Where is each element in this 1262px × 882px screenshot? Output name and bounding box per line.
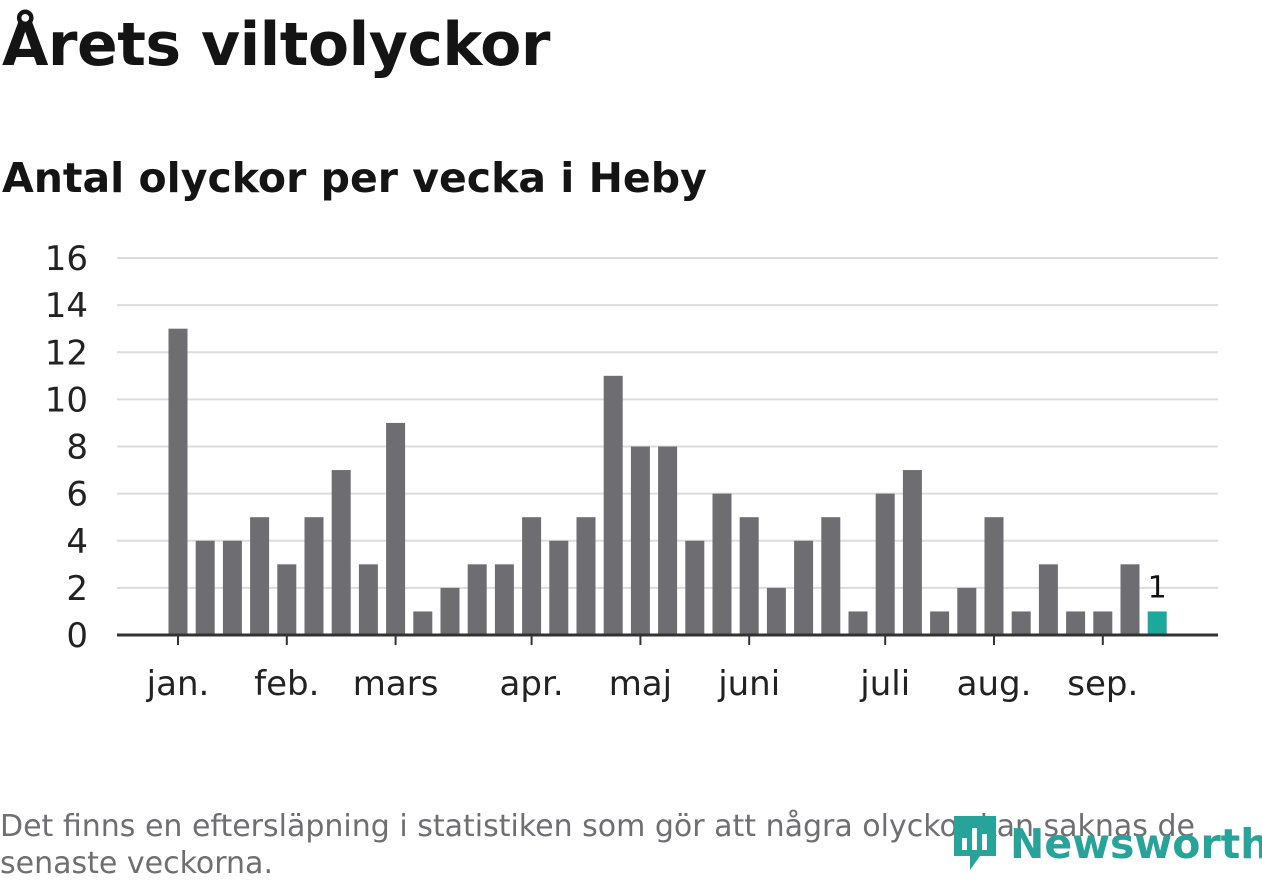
- bar: [875, 493, 895, 635]
- bar: [440, 587, 460, 635]
- bar: [549, 540, 569, 635]
- bar: [467, 564, 487, 635]
- bar: [685, 540, 705, 635]
- bar: [957, 587, 977, 635]
- bar: [794, 540, 814, 635]
- data-label-highlight: 1: [1148, 570, 1167, 605]
- y-tick-label: 6: [66, 475, 88, 515]
- bar: [848, 611, 868, 635]
- y-tick-label: 8: [66, 428, 88, 468]
- newsworthy-logo: Newsworthy: [950, 812, 1262, 876]
- bar: [766, 587, 786, 635]
- x-tick-label: aug.: [957, 664, 1032, 704]
- chart-title: Årets viltolyckor: [2, 10, 551, 80]
- bar: [331, 470, 351, 635]
- chart-subtitle: Antal olyckor per vecka i Heby: [2, 154, 707, 202]
- bar: [413, 611, 433, 635]
- bar: [712, 493, 732, 635]
- bar: [195, 540, 215, 635]
- x-tick-label: apr.: [500, 664, 564, 704]
- bar: [222, 540, 242, 635]
- bar: [739, 517, 759, 635]
- bar-chart: 0 2 4 6 8 10 12 14 16 jan. feb. mars apr. maj juni jul…: [45, 239, 1218, 704]
- data-labels: 1: [1148, 570, 1167, 605]
- y-tick-label: 12: [45, 333, 88, 373]
- y-tick-label: 2: [66, 569, 88, 609]
- y-tick-label: 0: [66, 616, 88, 656]
- bar: [658, 446, 678, 635]
- x-axis-ticks: jan. feb. mars apr. maj juni juli aug. sep.: [146, 635, 1138, 704]
- x-tick-label: mars: [353, 664, 439, 704]
- bar: [522, 517, 542, 635]
- bar: [1011, 611, 1031, 635]
- bar: [277, 564, 297, 635]
- bar: [603, 375, 623, 635]
- bar: [494, 564, 514, 635]
- y-tick-label: 14: [45, 286, 88, 326]
- bar: [821, 517, 841, 635]
- bar: [168, 328, 188, 635]
- bar: [250, 517, 270, 635]
- y-tick-label: 10: [45, 380, 88, 420]
- bar: [1093, 611, 1113, 635]
- newsworthy-logo-icon: [954, 816, 996, 870]
- x-tick-label: juni: [717, 664, 780, 704]
- bar: [304, 517, 324, 635]
- bar: [930, 611, 950, 635]
- bar-highlight: [1147, 611, 1167, 635]
- bar: [902, 470, 922, 635]
- bar: [576, 517, 596, 635]
- y-axis-ticks: 0 2 4 6 8 10 12 14 16: [45, 239, 88, 656]
- bar: [1038, 564, 1058, 635]
- bars: [168, 328, 1167, 635]
- bar: [386, 422, 406, 635]
- bar: [630, 446, 650, 635]
- bar: [984, 517, 1004, 635]
- bar: [358, 564, 378, 635]
- x-tick-label: feb.: [254, 664, 319, 704]
- y-tick-label: 4: [66, 522, 88, 562]
- x-tick-label: sep.: [1067, 664, 1138, 704]
- x-tick-label: maj: [609, 664, 672, 704]
- bar: [1066, 611, 1086, 635]
- bar: [1120, 564, 1140, 635]
- y-tick-label: 16: [45, 239, 88, 279]
- logo-text: Newsworthy: [1010, 820, 1262, 868]
- x-tick-label: jan.: [146, 664, 210, 704]
- x-tick-label: juli: [859, 664, 910, 704]
